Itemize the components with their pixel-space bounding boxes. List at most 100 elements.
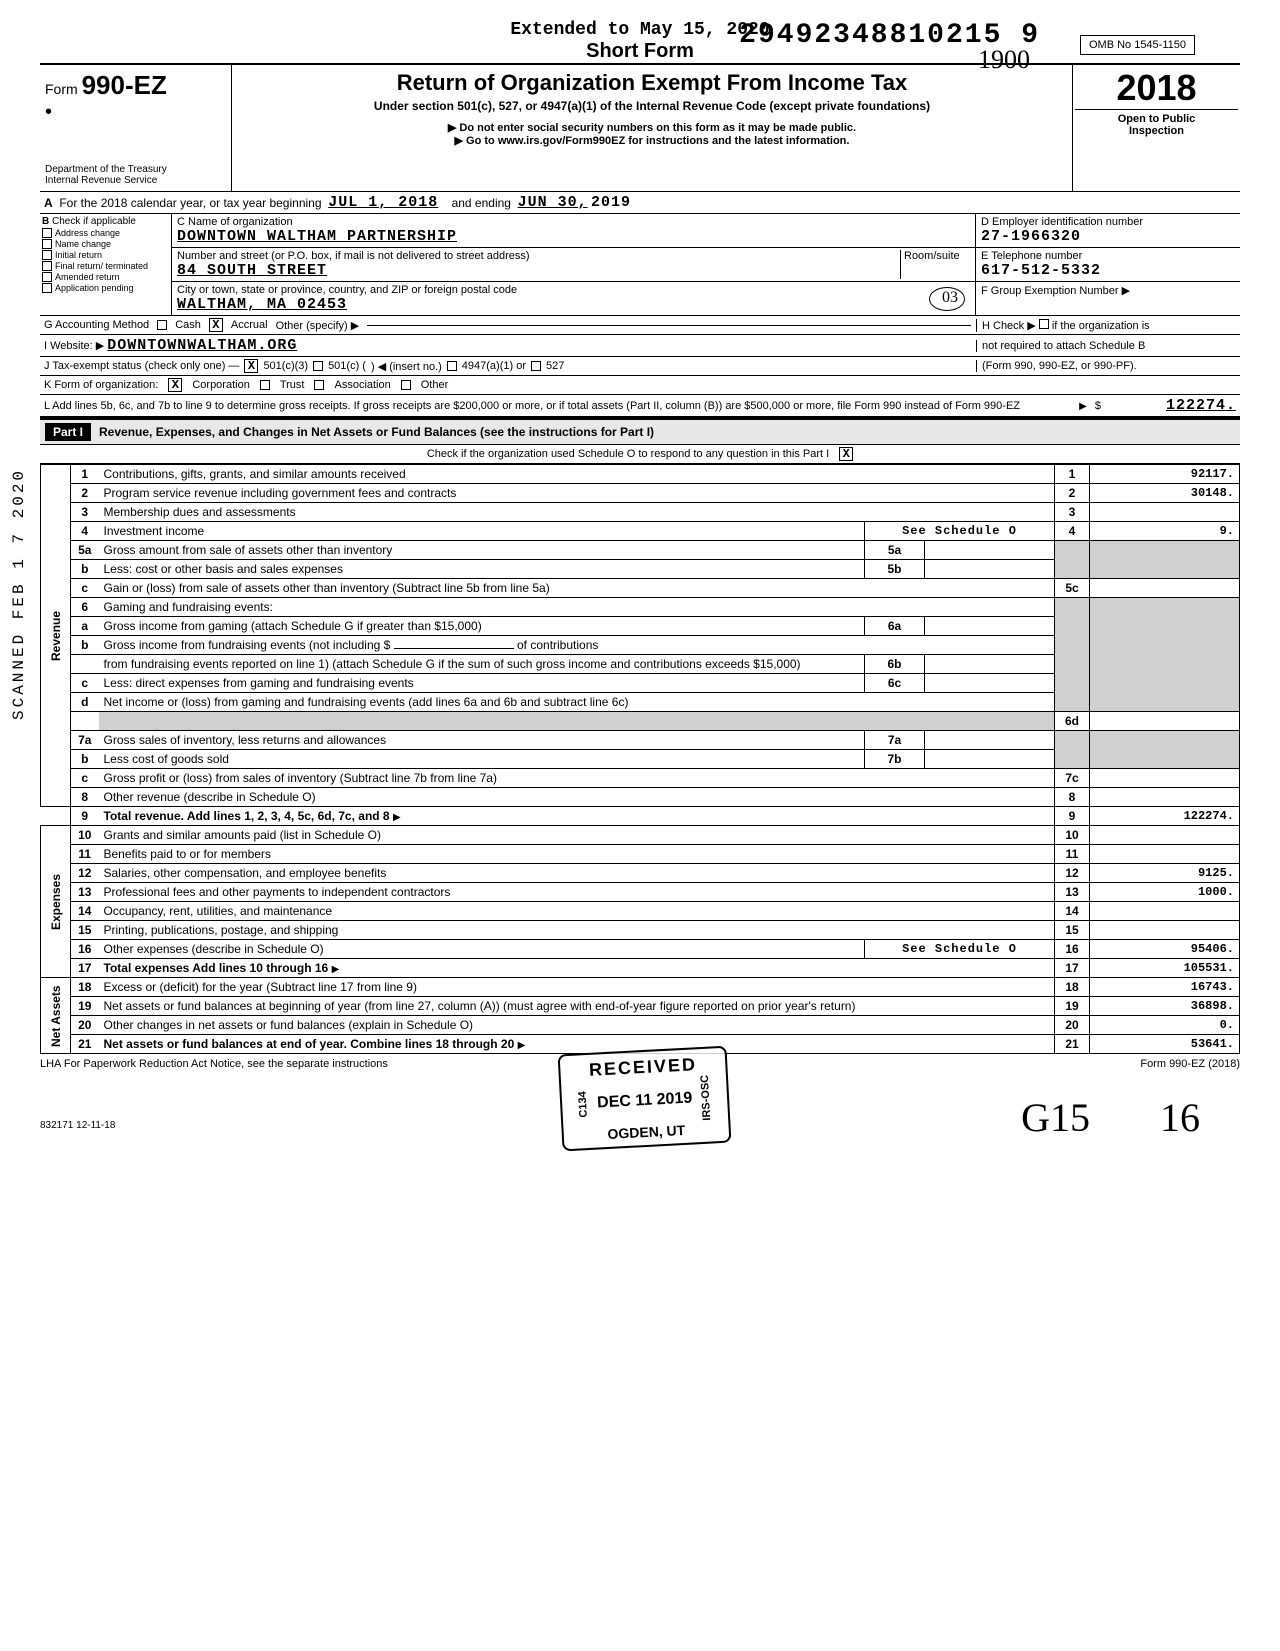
col-b-checks: B Check if applicable Address change Nam… — [40, 214, 172, 315]
check-name-change[interactable] — [42, 239, 52, 249]
sched-o-check-row: Check if the organization used Schedule … — [40, 445, 1240, 464]
short-form-label: Short Form — [586, 40, 694, 62]
line-15: Printing, publications, postage, and shi… — [99, 921, 1055, 940]
e-label: E Telephone number — [981, 250, 1082, 262]
val-19: 36898. — [1090, 997, 1240, 1016]
warning-goto: ▶ Go to www.irs.gov/Form990EZ for instru… — [237, 134, 1067, 147]
line-5c: Gain or (loss) from sale of assets other… — [99, 579, 1055, 598]
line-j: J Tax-exempt status (check only one) — X… — [40, 357, 1240, 376]
line-5b: Less: cost or other basis and sales expe… — [99, 560, 865, 579]
check-pending[interactable] — [42, 283, 52, 293]
line-4: Investment income — [99, 522, 865, 541]
line-6b-cont: from fundraising events reported on line… — [99, 655, 865, 674]
l-amount: 122274. — [1106, 397, 1236, 414]
omb-box: OMB No 1545-1150 — [1080, 35, 1195, 55]
line-6b: Gross income from fundraising events (no… — [99, 636, 1055, 655]
val-21: 53641. — [1090, 1035, 1240, 1054]
form-foot: Form 990-EZ (2018) — [1140, 1058, 1240, 1070]
val-18: 16743. — [1090, 978, 1240, 997]
line-14: Occupancy, rent, utilities, and maintena… — [99, 902, 1055, 921]
d-label: D Employer identification number — [981, 216, 1143, 228]
phone: 617-512-5332 — [981, 262, 1101, 279]
i-label: I Website: ▶ — [44, 340, 104, 352]
check-accrual[interactable]: X — [209, 318, 223, 332]
hand-init-2: 16 — [1160, 1094, 1200, 1141]
warning-ssn: ▶ Do not enter social security numbers o… — [237, 121, 1067, 134]
line-7c: Gross profit or (loss) from sales of inv… — [99, 769, 1055, 788]
line-g-h: G Accounting Method Cash XAccrual Other … — [40, 316, 1240, 335]
footer: LHA For Paperwork Reduction Act Notice, … — [40, 1054, 1240, 1070]
val-13: 1000. — [1090, 883, 1240, 902]
addr-label: Number and street (or P.O. box, if mail … — [177, 250, 530, 262]
line-18: Excess or (deficit) for the year (Subtra… — [99, 978, 1055, 997]
dept-irs: Internal Revenue Service — [45, 175, 226, 186]
lha-notice: LHA For Paperwork Reduction Act Notice, … — [40, 1058, 388, 1070]
g-label: G Accounting Method — [44, 319, 149, 331]
line-8: Other revenue (describe in Schedule O) — [99, 788, 1055, 807]
line-10: Grants and similar amounts paid (list in… — [99, 826, 1055, 845]
extended-date: Extended to May 15, 2020 — [510, 20, 769, 40]
part1-header: Part I Revenue, Expenses, and Changes in… — [40, 418, 1240, 445]
tax-year: 2018 — [1075, 67, 1238, 109]
header-right: 2018 Open to Public Inspection — [1072, 65, 1240, 191]
check-cash[interactable] — [157, 320, 167, 330]
line-k: K Form of organization: XCorporation Tru… — [40, 376, 1240, 395]
line-17: Total expenses Add lines 10 through 16 — [104, 961, 329, 975]
line-a-year: 2019 — [591, 194, 631, 211]
line-11: Benefits paid to or for members — [99, 845, 1055, 864]
line-19: Net assets or fund balances at beginning… — [99, 997, 1055, 1016]
line-2: Program service revenue including govern… — [99, 484, 1055, 503]
form-subtitle: Under section 501(c), 527, or 4947(a)(1)… — [237, 99, 1067, 113]
line-6a: Gross income from gaming (attach Schedul… — [99, 617, 865, 636]
col-de: D Employer identification number 27-1966… — [976, 214, 1240, 315]
check-corp[interactable]: X — [168, 378, 182, 392]
line-3: Membership dues and assessments — [99, 503, 1055, 522]
form-label: Form — [45, 81, 78, 97]
org-city: WALTHAM, MA 02453 — [177, 296, 347, 313]
c-label: C Name of organization — [177, 216, 293, 228]
line-a-mid: and ending — [452, 196, 511, 210]
f-label: F Group Exemption Number ▶ — [981, 285, 1130, 297]
org-address: 84 SOUTH STREET — [177, 262, 327, 279]
check-other-org[interactable] — [401, 380, 411, 390]
val-4: 9. — [1090, 522, 1240, 541]
line-1: Contributions, gifts, grants, and simila… — [99, 465, 1055, 484]
check-sched-o[interactable]: X — [839, 447, 853, 461]
line-6: Gaming and fundraising events: — [99, 598, 1055, 617]
form-title: Return of Organization Exempt From Incom… — [237, 70, 1067, 96]
val-2: 30148. — [1090, 484, 1240, 503]
j-label: J Tax-exempt status (check only one) — — [44, 360, 239, 372]
form-header: Form 990-EZ • Department of the Treasury… — [40, 63, 1240, 192]
val-1: 92117. — [1090, 465, 1240, 484]
check-4947[interactable] — [447, 361, 457, 371]
website: DOWNTOWNWALTHAM.ORG — [107, 337, 297, 354]
check-trust[interactable] — [260, 380, 270, 390]
check-501c[interactable] — [313, 361, 323, 371]
line-16: Other expenses (describe in Schedule O) — [99, 940, 865, 959]
line-13: Professional fees and other payments to … — [99, 883, 1055, 902]
check-assoc[interactable] — [314, 380, 324, 390]
line-a-begin: JUL 1, 2018 — [328, 194, 438, 211]
check-initial-return[interactable] — [42, 250, 52, 260]
hand-init-1: G15 — [1021, 1094, 1090, 1141]
scanned-stamp: SCANNED FEB 1 7 2020 — [10, 468, 28, 720]
line-6c: Less: direct expenses from gaming and fu… — [99, 674, 865, 693]
check-final-return[interactable] — [42, 261, 52, 271]
h-label: H Check ▶ — [982, 320, 1036, 332]
side-netassets: Net Assets — [41, 978, 71, 1054]
check-501c3[interactable]: X — [244, 359, 258, 373]
identity-block: B Check if applicable Address change Nam… — [40, 214, 1240, 316]
val-3 — [1090, 503, 1240, 522]
val-16: 95406. — [1090, 940, 1240, 959]
line-7b: Less cost of goods sold — [99, 750, 865, 769]
city-label: City or town, state or province, country… — [177, 284, 517, 296]
org-name: DOWNTOWN WALTHAM PARTNERSHIP — [177, 228, 457, 245]
check-527[interactable] — [531, 361, 541, 371]
line-i: I Website: ▶ DOWNTOWNWALTHAM.ORG not req… — [40, 335, 1240, 357]
side-revenue: Revenue — [41, 465, 71, 807]
line-12: Salaries, other compensation, and employ… — [99, 864, 1055, 883]
check-address-change[interactable] — [42, 228, 52, 238]
col-c-org: C Name of organization DOWNTOWN WALTHAM … — [172, 214, 976, 315]
check-h[interactable] — [1039, 319, 1049, 329]
check-amended[interactable] — [42, 272, 52, 282]
